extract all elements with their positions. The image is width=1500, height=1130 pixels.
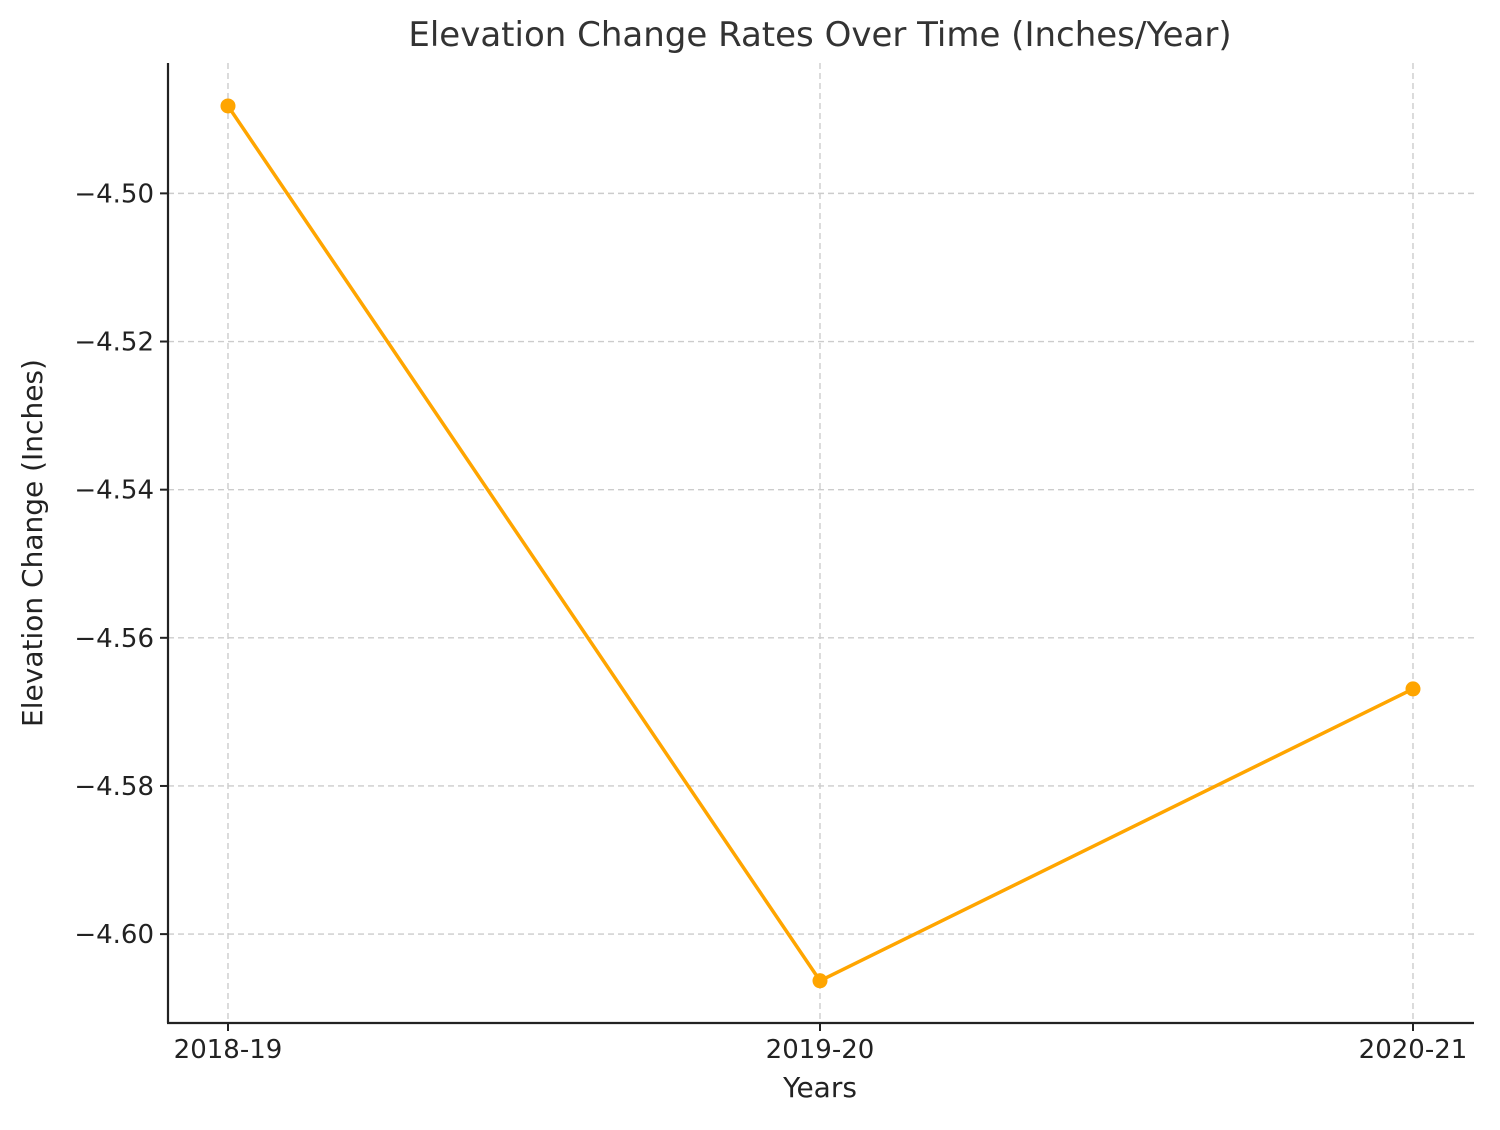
y-tick-label: −4.58 bbox=[74, 772, 154, 802]
y-tick-label: −4.52 bbox=[74, 328, 154, 358]
y-tick-label: −4.50 bbox=[74, 179, 154, 209]
chart-title: Elevation Change Rates Over Time (Inches… bbox=[408, 15, 1231, 55]
x-tick-label: 2020-21 bbox=[1359, 1035, 1468, 1065]
x-tick-label: 2019-20 bbox=[766, 1035, 875, 1065]
x-tick-label: 2018-19 bbox=[174, 1035, 283, 1065]
data-point bbox=[812, 973, 828, 989]
y-tick-label: −4.54 bbox=[74, 476, 154, 506]
x-axis-label: Years bbox=[782, 1071, 857, 1104]
data-point bbox=[1405, 681, 1421, 697]
series bbox=[220, 98, 1421, 989]
ticks: 2018-19 2019-20 2020-21 −4.50 −4.52 −4.54 −4.5… bbox=[74, 179, 1467, 1065]
y-tick-label: −4.60 bbox=[74, 920, 154, 950]
y-axis-label: Elevation Change (Inches) bbox=[16, 359, 49, 727]
y-tick-label: −4.56 bbox=[74, 624, 154, 654]
grid bbox=[168, 63, 1474, 1023]
data-point bbox=[220, 98, 236, 114]
